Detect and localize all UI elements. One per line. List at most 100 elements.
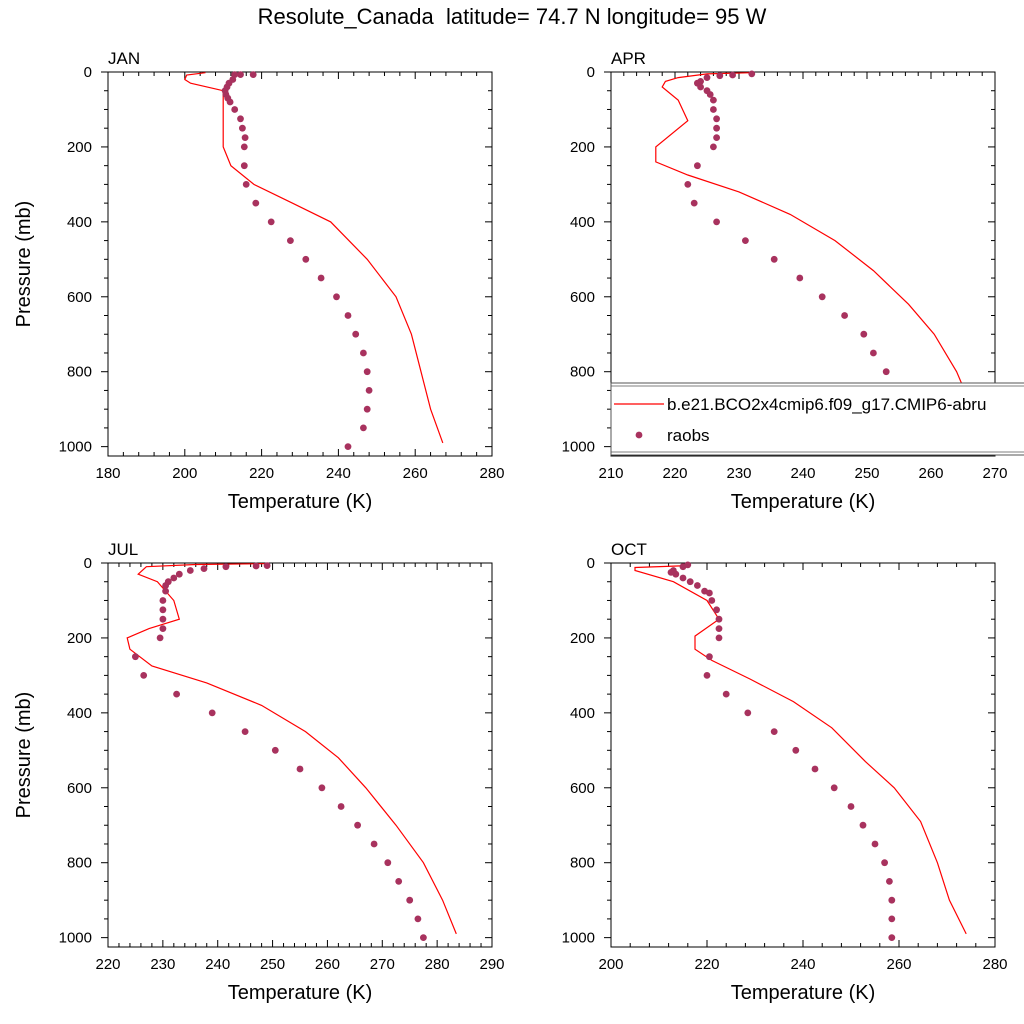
raobs-point (716, 72, 724, 80)
raobs-point (384, 859, 392, 867)
raobs-point (200, 565, 208, 572)
x-tick-label: 240 (790, 956, 815, 973)
raobs-point (729, 71, 736, 79)
raobs-point (170, 574, 178, 582)
raobs-point (365, 387, 373, 394)
x-tick-label: 240 (205, 956, 230, 973)
raobs-point (715, 615, 723, 623)
y-tick-label: 0 (587, 555, 595, 572)
raobs-point (267, 218, 275, 226)
raobs-point (888, 915, 896, 923)
raobs-point (888, 934, 896, 941)
raobs-point (239, 124, 246, 132)
y-tick-label: 1000 (562, 439, 595, 456)
raobs-point (679, 574, 687, 582)
raobs-point (240, 162, 248, 170)
raobs-point (672, 570, 680, 578)
raobs-point (271, 746, 279, 754)
x-tick-label: 260 (315, 956, 340, 973)
y-tick-label: 400 (67, 705, 92, 722)
model-series-line (655, 72, 974, 447)
x-tick-label: 260 (886, 956, 911, 973)
raobs-point (703, 74, 711, 81)
raobs-point (333, 293, 340, 301)
raobs-point (287, 237, 294, 245)
raobs-point (694, 582, 701, 589)
raobs-point (360, 349, 367, 357)
y-tick-label: 800 (67, 364, 92, 381)
raobs-point (841, 312, 848, 319)
x-tick-label: 180 (95, 465, 120, 482)
raobs-point (241, 134, 249, 142)
raobs-point (162, 587, 170, 595)
raobs-point (686, 578, 694, 586)
y-tick-label: 800 (570, 855, 595, 872)
raobs-point (713, 124, 720, 132)
y-tick-label: 400 (570, 214, 595, 231)
raobs-point (818, 293, 826, 301)
x-tick-label: 270 (982, 465, 1007, 482)
raobs-point (363, 405, 371, 413)
legend-model-label: b.e21.BCO2x4cmip6.f09_g17.CMIP6-abru (667, 395, 986, 414)
raobs-point (352, 330, 360, 338)
raobs-point (406, 896, 414, 904)
raobs-point (226, 98, 234, 106)
x-tick-label: 240 (790, 465, 815, 482)
panel-jan: JAN 180 200 220 240 260 280 0 200 400 600 800 1000 Te… (13, 49, 505, 513)
raobs-point (690, 199, 698, 207)
x-tick-label: 280 (982, 956, 1007, 973)
plot-frame (610, 562, 996, 948)
y-tick-label: 600 (570, 289, 595, 306)
raobs-point (710, 96, 717, 104)
raobs-point (859, 821, 867, 829)
raobs-point (881, 859, 888, 867)
raobs-point (811, 765, 819, 773)
raobs-point (363, 368, 371, 376)
raobs-point (360, 424, 367, 432)
panel-label: JAN (108, 49, 140, 68)
x-tick-label: 200 (598, 956, 623, 973)
y-tick-label: 800 (570, 364, 595, 381)
raobs-point (162, 582, 170, 589)
y-axis-label: Pressure (mb) (13, 201, 35, 328)
raobs-point (796, 274, 804, 282)
raobs-point (830, 784, 838, 792)
legend-obs-swatch (635, 431, 643, 439)
x-axis-label: Temperature (K) (228, 982, 373, 1004)
model-series-line (126, 563, 457, 935)
raobs-point (231, 106, 239, 113)
y-tick-label: 200 (570, 139, 595, 156)
y-tick-label: 200 (570, 630, 595, 647)
y-tick-label: 0 (84, 555, 92, 572)
raobs-point (713, 134, 720, 142)
raobs-point (344, 443, 352, 450)
raobs-point (240, 143, 248, 151)
x-tick-label: 200 (172, 465, 197, 482)
legend-obs-label: raobs (667, 426, 710, 445)
raobs-point (186, 567, 194, 574)
x-tick-label: 260 (918, 465, 943, 482)
panel-oct: OCT 200 220 240 260 280 0 200 400 600 800 1000 Tempe… (562, 540, 1008, 1004)
raobs-point (252, 199, 260, 207)
raobs-point (713, 115, 720, 123)
raobs-point (414, 915, 422, 923)
raobs-point (888, 896, 896, 904)
raobs-point (708, 597, 716, 604)
x-tick-label: 250 (260, 956, 285, 973)
panel-jul: JUL 220 230 240 250 260 270 280 290 0 200 400 600 800… (13, 540, 505, 1004)
y-tick-label: 600 (570, 780, 595, 797)
raobs-point (847, 803, 855, 810)
legend: b.e21.BCO2x4cmip6.f09_g17.CMIP6-abruraob… (610, 382, 1024, 456)
x-axis-label: Temperature (K) (228, 491, 373, 513)
y-axis-label: Pressure (mb) (13, 692, 35, 819)
x-tick-label: 250 (854, 465, 879, 482)
plot-frame (107, 71, 493, 457)
page-title: Resolute_Canada latitude= 74.7 N longitu… (257, 4, 767, 29)
y-tick-label: 200 (67, 630, 92, 647)
raobs-point (744, 709, 752, 717)
x-tick-label: 230 (150, 956, 175, 973)
raobs-point (175, 570, 183, 578)
raobs-point (370, 840, 378, 848)
plot-frame (107, 562, 493, 948)
x-tick-label: 280 (425, 956, 450, 973)
